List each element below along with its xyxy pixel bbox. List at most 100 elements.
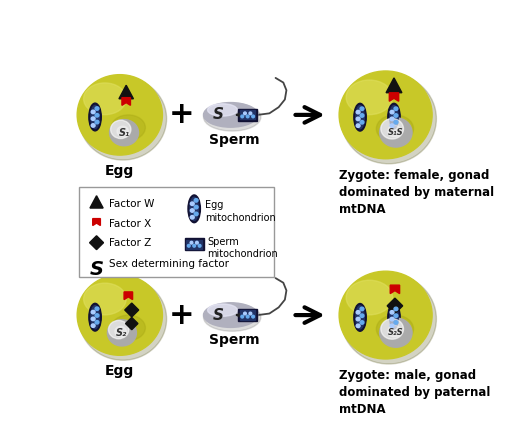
Polygon shape <box>90 196 103 208</box>
Ellipse shape <box>109 321 129 339</box>
Text: S₂S: S₂S <box>388 328 403 337</box>
Ellipse shape <box>91 310 95 314</box>
Ellipse shape <box>388 103 400 131</box>
Polygon shape <box>122 98 131 105</box>
Polygon shape <box>390 285 399 293</box>
Polygon shape <box>125 303 139 317</box>
Ellipse shape <box>207 304 238 316</box>
Text: Factor W: Factor W <box>109 199 154 209</box>
Ellipse shape <box>83 283 126 315</box>
Ellipse shape <box>356 117 360 121</box>
Ellipse shape <box>89 103 101 131</box>
Ellipse shape <box>356 310 360 314</box>
Ellipse shape <box>394 107 398 111</box>
Ellipse shape <box>356 306 365 329</box>
Ellipse shape <box>77 75 162 155</box>
Ellipse shape <box>390 324 394 328</box>
Ellipse shape <box>360 107 364 111</box>
Ellipse shape <box>360 321 364 324</box>
FancyBboxPatch shape <box>240 310 255 320</box>
Ellipse shape <box>388 125 401 137</box>
Ellipse shape <box>249 112 252 115</box>
Polygon shape <box>124 292 133 300</box>
Ellipse shape <box>241 115 244 118</box>
Ellipse shape <box>388 325 401 337</box>
Ellipse shape <box>95 107 99 110</box>
Polygon shape <box>386 78 402 93</box>
Ellipse shape <box>360 307 364 311</box>
Text: S: S <box>90 260 103 279</box>
Ellipse shape <box>356 324 360 328</box>
Ellipse shape <box>193 245 196 247</box>
Ellipse shape <box>117 126 129 137</box>
Ellipse shape <box>360 314 364 317</box>
Ellipse shape <box>91 305 99 329</box>
Ellipse shape <box>394 321 398 324</box>
Ellipse shape <box>394 114 398 117</box>
Text: +: + <box>169 301 195 329</box>
Ellipse shape <box>381 319 403 339</box>
Ellipse shape <box>190 197 199 220</box>
Ellipse shape <box>95 314 99 317</box>
Ellipse shape <box>390 117 394 121</box>
Ellipse shape <box>394 307 398 311</box>
Ellipse shape <box>83 83 126 115</box>
Ellipse shape <box>91 124 95 127</box>
Ellipse shape <box>339 71 432 159</box>
Ellipse shape <box>360 120 364 124</box>
FancyBboxPatch shape <box>186 240 202 249</box>
Ellipse shape <box>196 242 198 244</box>
Ellipse shape <box>390 111 394 114</box>
Ellipse shape <box>244 312 246 315</box>
Ellipse shape <box>390 310 394 314</box>
Text: Egg: Egg <box>105 164 135 178</box>
Ellipse shape <box>376 315 414 343</box>
Ellipse shape <box>95 321 99 324</box>
Ellipse shape <box>356 317 360 321</box>
Ellipse shape <box>241 315 244 318</box>
Ellipse shape <box>252 315 254 318</box>
FancyBboxPatch shape <box>240 110 255 119</box>
Ellipse shape <box>194 198 198 202</box>
Ellipse shape <box>390 106 398 129</box>
Ellipse shape <box>249 312 252 315</box>
Text: S: S <box>212 107 224 123</box>
Text: Sperm: Sperm <box>209 132 260 147</box>
Polygon shape <box>93 218 100 226</box>
Ellipse shape <box>360 114 364 117</box>
Ellipse shape <box>190 242 193 244</box>
Ellipse shape <box>190 202 194 206</box>
Ellipse shape <box>115 326 126 337</box>
Ellipse shape <box>110 119 139 146</box>
Ellipse shape <box>79 77 166 160</box>
Polygon shape <box>125 317 138 330</box>
Ellipse shape <box>354 103 366 131</box>
Ellipse shape <box>203 103 258 127</box>
Ellipse shape <box>390 317 394 321</box>
Text: Sex determining factor: Sex determining factor <box>109 259 229 269</box>
FancyBboxPatch shape <box>239 109 257 121</box>
Text: Factor Z: Factor Z <box>109 238 151 248</box>
Ellipse shape <box>111 315 145 341</box>
Text: Egg: Egg <box>105 364 135 378</box>
Ellipse shape <box>198 245 201 247</box>
Ellipse shape <box>390 124 394 127</box>
Ellipse shape <box>341 274 436 364</box>
Ellipse shape <box>111 115 145 140</box>
Ellipse shape <box>341 74 436 164</box>
Ellipse shape <box>207 104 238 116</box>
Ellipse shape <box>91 105 99 129</box>
Ellipse shape <box>388 304 400 331</box>
Ellipse shape <box>376 115 414 143</box>
Ellipse shape <box>95 114 99 117</box>
Ellipse shape <box>346 280 393 315</box>
Ellipse shape <box>356 111 360 114</box>
Polygon shape <box>389 93 399 101</box>
Ellipse shape <box>203 303 258 327</box>
Ellipse shape <box>246 115 249 118</box>
Ellipse shape <box>111 120 131 139</box>
Text: S₂: S₂ <box>116 328 127 338</box>
Ellipse shape <box>77 275 162 355</box>
Ellipse shape <box>394 314 398 317</box>
Ellipse shape <box>252 115 254 118</box>
